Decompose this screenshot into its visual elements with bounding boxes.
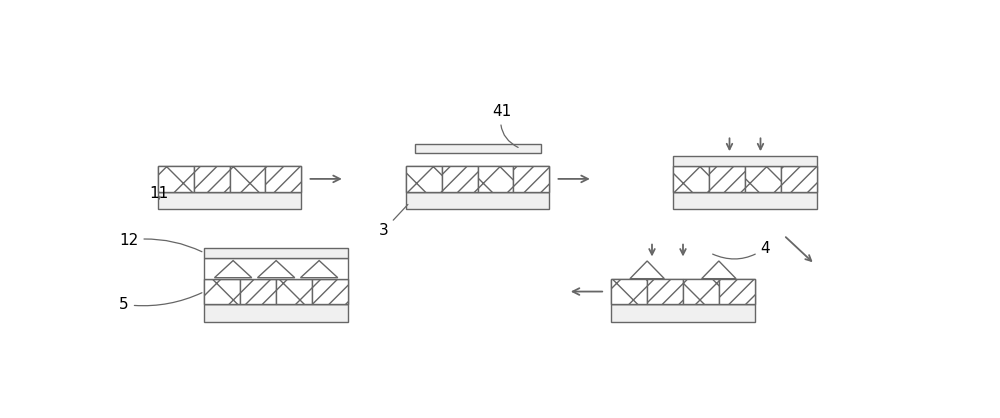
Bar <box>204 304 348 322</box>
Bar <box>673 166 817 192</box>
Bar <box>230 166 265 192</box>
Bar <box>276 279 312 304</box>
Bar <box>673 156 817 166</box>
Bar <box>194 166 230 192</box>
Bar <box>478 166 513 192</box>
Bar <box>204 258 348 279</box>
Text: 41: 41 <box>492 104 518 148</box>
Bar <box>415 144 541 153</box>
Bar <box>611 279 755 304</box>
Bar <box>442 166 478 192</box>
Text: 3: 3 <box>379 204 408 238</box>
Bar <box>673 192 817 209</box>
Bar <box>709 166 745 192</box>
Bar <box>158 192 301 209</box>
Text: 11: 11 <box>150 186 169 201</box>
Bar <box>158 166 194 192</box>
Bar <box>406 192 549 209</box>
Bar <box>204 248 348 258</box>
Bar <box>204 279 348 304</box>
Bar <box>745 166 781 192</box>
Bar <box>673 166 709 192</box>
Text: 4: 4 <box>713 241 770 259</box>
Bar <box>647 279 683 304</box>
Bar <box>312 279 348 304</box>
Bar <box>204 279 240 304</box>
Bar <box>683 279 719 304</box>
Bar <box>406 166 442 192</box>
Bar <box>158 166 301 192</box>
Bar <box>513 166 549 192</box>
Bar <box>406 166 549 192</box>
Text: 5: 5 <box>119 293 202 312</box>
Bar <box>719 279 755 304</box>
Bar <box>240 279 276 304</box>
Bar <box>611 279 647 304</box>
Text: 12: 12 <box>119 232 202 252</box>
Bar <box>611 304 755 322</box>
Bar <box>265 166 301 192</box>
Bar <box>781 166 817 192</box>
